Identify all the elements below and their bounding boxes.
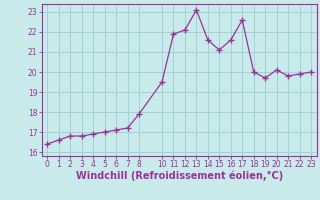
X-axis label: Windchill (Refroidissement éolien,°C): Windchill (Refroidissement éolien,°C)	[76, 171, 283, 181]
